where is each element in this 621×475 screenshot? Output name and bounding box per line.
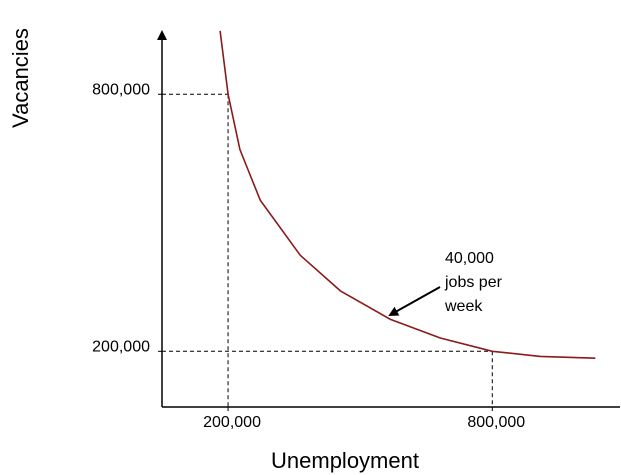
y-tick-label: 200,000 bbox=[92, 339, 150, 356]
annotation: jobs per bbox=[444, 274, 503, 291]
curve bbox=[219, 30, 596, 359]
x-axis-title: Unemployment bbox=[271, 448, 419, 473]
x-tick-label: 800,000 bbox=[467, 414, 525, 431]
y-tick-label: 800,000 bbox=[92, 81, 150, 98]
annotation-arrow bbox=[388, 286, 441, 316]
x-tick-label: 200,000 bbox=[203, 414, 261, 431]
y-axis-title: Vacancies bbox=[8, 28, 33, 128]
annotation: 40,000 bbox=[445, 250, 494, 267]
annotation: week bbox=[444, 298, 483, 315]
